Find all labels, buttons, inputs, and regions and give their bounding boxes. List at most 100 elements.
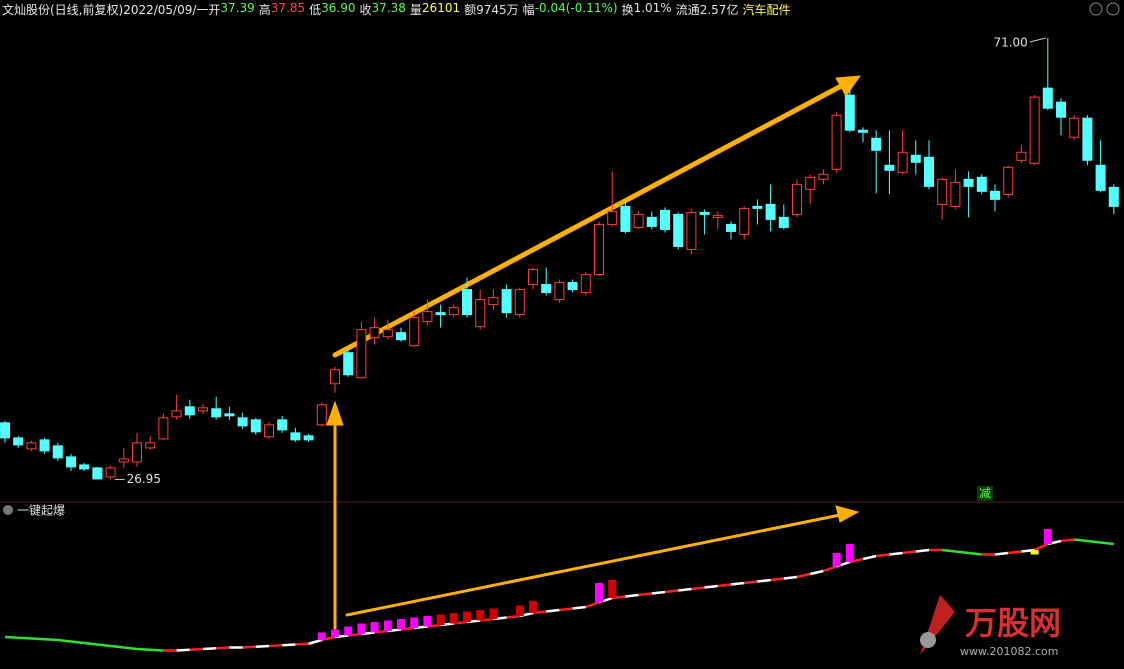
callout-line [1029, 37, 1046, 43]
indicator-line [57, 638, 72, 643]
info-value: -0.04(-0.11%) [534, 1, 618, 15]
candle-body [343, 352, 354, 376]
candle-body [567, 282, 578, 291]
candle-body [739, 207, 750, 235]
info-label: 量 [409, 3, 422, 17]
candle-body [1003, 166, 1014, 195]
indicator-line [625, 593, 639, 598]
high-label: 71.00 [993, 36, 1027, 50]
signal-bar [1030, 550, 1039, 555]
indicator-line [955, 550, 969, 555]
candle-body [884, 164, 895, 171]
signal-bar [476, 610, 485, 621]
indicator-line [546, 608, 560, 613]
candle-body [1016, 151, 1027, 161]
candle-body [277, 419, 288, 431]
indicator-line [783, 575, 798, 580]
indicator-line [123, 646, 138, 651]
candle-body [1069, 117, 1080, 138]
indicator-line [1034, 542, 1049, 552]
indicator-line [44, 638, 58, 642]
candle-body [514, 289, 525, 316]
info-label: 低 [309, 3, 322, 17]
signal-label: 减 [979, 487, 991, 501]
candle-body [976, 176, 987, 192]
indicator-line [994, 551, 1009, 556]
indicator-line [770, 577, 784, 582]
signal-bar [436, 614, 445, 625]
indicator-line [915, 548, 930, 553]
indicator-line [968, 551, 982, 556]
indicator-line [1100, 541, 1114, 546]
indicator-line [876, 553, 890, 558]
info-value: 26101 [421, 1, 461, 15]
info-value: 36.90 [321, 1, 356, 15]
candle-body [435, 312, 446, 316]
info-value: 9745万 [476, 3, 519, 17]
info-value: 2.57亿 [699, 3, 739, 17]
candle-body [620, 205, 631, 232]
indicator-line [31, 637, 45, 641]
info-label: 高 [258, 3, 271, 17]
signal-bar [383, 620, 392, 631]
indicator-line [216, 646, 230, 650]
signal-bar [595, 583, 603, 603]
candle-body [633, 213, 644, 228]
watermark-name: 万股网 [965, 604, 1061, 642]
candle-body [712, 214, 723, 218]
candle-body [646, 216, 657, 227]
indicator-line [691, 586, 705, 591]
candle-body [910, 154, 921, 163]
candle-body [778, 216, 789, 228]
collapse-icon[interactable] [3, 505, 13, 515]
indicator-line [664, 589, 679, 594]
candle-body [224, 413, 235, 417]
indicator-line [110, 644, 124, 649]
candle-body [1095, 164, 1106, 191]
indicator-line [730, 581, 745, 586]
indicator-line [1074, 538, 1088, 543]
candle-body [158, 417, 169, 440]
candle-body [528, 269, 538, 286]
info-value: 1.01% [633, 1, 672, 15]
candle-body [0, 422, 10, 439]
indicator-line [282, 643, 296, 647]
info-value: 37.38 [371, 1, 406, 15]
candle-body [145, 442, 156, 449]
info-label: 开 [208, 3, 221, 17]
candle-body [26, 442, 37, 450]
candle-body [858, 129, 868, 133]
indicator-line [638, 592, 652, 597]
candle-body [39, 439, 50, 452]
indicator-line [202, 647, 217, 651]
signal-bar [832, 553, 841, 567]
candle-body [844, 94, 855, 131]
indicator-line [4, 635, 19, 639]
candle-body [1056, 101, 1066, 118]
signal-bar [608, 580, 617, 598]
candle-body [726, 223, 736, 232]
candle-body [422, 311, 433, 323]
icon-button[interactable] [1106, 2, 1120, 16]
candle-body [132, 442, 142, 463]
signal-bar [410, 617, 419, 628]
signal-bar [1043, 529, 1052, 544]
indicator-line [651, 590, 666, 595]
indicator-line [150, 648, 164, 652]
candle-body [805, 176, 816, 190]
signal-bar [845, 544, 854, 562]
candle-body [686, 211, 697, 250]
info-label: 收 [359, 3, 372, 17]
signal-bar [397, 619, 405, 630]
indicator-line [862, 554, 877, 561]
candle-body [396, 332, 406, 341]
indicator-line [1060, 538, 1075, 543]
candle-body [541, 284, 552, 294]
indicator-line [242, 645, 256, 649]
candle-body [1042, 87, 1053, 109]
indicator-line [189, 647, 204, 651]
candle-body [462, 289, 472, 316]
icon-button[interactable] [1089, 2, 1103, 16]
indicator-line [704, 584, 718, 589]
